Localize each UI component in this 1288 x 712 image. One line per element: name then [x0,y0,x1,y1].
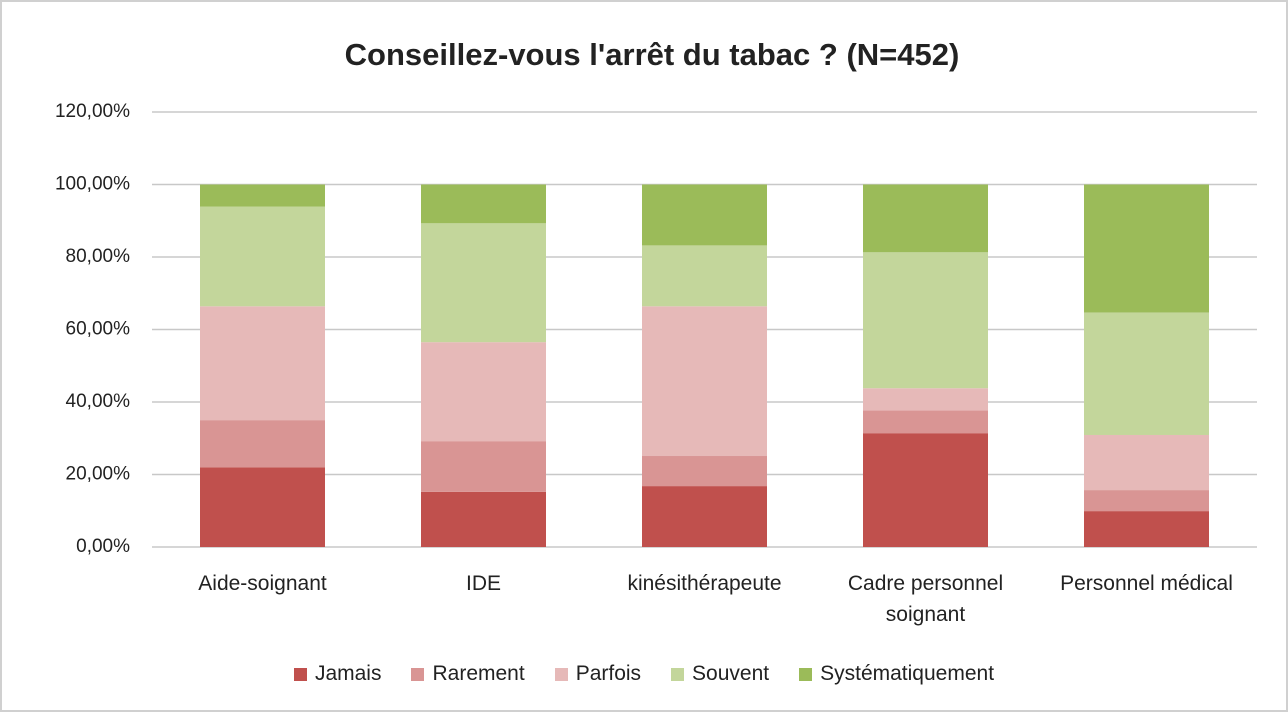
bar-segment [1084,511,1209,547]
bar-segment [421,441,546,492]
x-tick-label: Aide-soignant [198,572,327,595]
x-tick-label: IDE [465,572,501,595]
y-tick-label: 20,00% [66,464,131,485]
legend: Jamais Rarement Parfois Souvent Systématique… [2,662,1286,686]
legend-label: Systématiquement [820,662,995,685]
legend-label: Parfois [575,662,642,685]
x-tick-label: Cadre personnel soignant [847,572,1004,626]
bar-segment [200,420,325,468]
bar-segment [1084,184,1209,313]
legend-swatch [671,667,685,681]
x-tick-label: Personnel médical [1060,572,1233,595]
bar-segment [863,252,988,389]
bar-segment [642,456,767,487]
bar-segment [200,467,325,547]
bar-segment [200,306,325,421]
legend-swatch [411,667,425,681]
legend-swatch [799,667,813,681]
bar-segment [421,342,546,442]
legend-label: Rarement [432,662,525,685]
bar-segment [642,245,767,307]
bar-segment [863,433,988,547]
chart-title: Conseillez-vous l'arrêt du tabac ? (N=45… [345,37,960,72]
legend-swatch [293,667,307,681]
legend-item: Jamais [293,662,382,686]
bar-segment [863,184,988,253]
bar-segment [200,206,325,307]
legend-item: Parfois [554,662,642,686]
bar-segment [421,184,546,224]
bar-segment [1084,312,1209,435]
bar-segment [1084,434,1209,491]
bar-segment [642,486,767,547]
y-tick-label: 40,00% [66,391,131,412]
legend-label: Souvent [692,662,770,685]
bar-segment [642,184,767,246]
legend-swatch [554,667,568,681]
y-tick-label: 0,00% [76,536,130,557]
legend-item: Souvent [671,662,769,686]
bar-segment [642,306,767,457]
bar-segment [1084,490,1209,512]
bar-segment [421,223,546,343]
bar-segment [863,410,988,434]
legend-item: Rarement [411,662,525,686]
y-tick-label: 80,00% [66,246,131,267]
bar-segment [863,388,988,411]
bar-segment [200,184,325,207]
y-tick-label: 120,00% [55,101,130,122]
x-tick-label: kinésithérapeute [627,572,782,595]
y-tick-label: 60,00% [66,319,131,340]
bar-segment [421,491,546,547]
legend-label: Jamais [314,662,382,685]
legend-item: Systématiquement [799,662,994,686]
y-tick-label: 100,00% [55,174,130,195]
